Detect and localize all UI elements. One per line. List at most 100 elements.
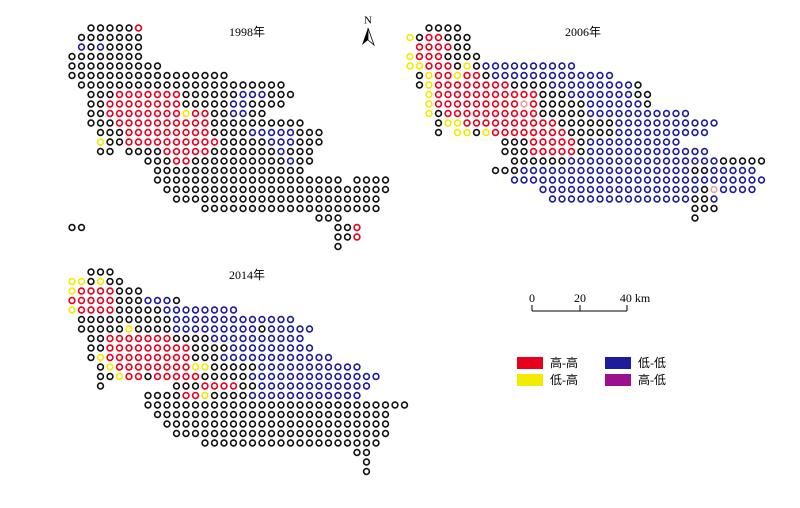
grid-cell <box>353 372 361 381</box>
grid-cell <box>248 185 257 194</box>
grid-cell <box>144 401 152 409</box>
grid-cell <box>558 128 566 137</box>
grid-cell <box>277 166 285 175</box>
grid-cell <box>444 100 452 108</box>
grid-cell <box>134 325 143 333</box>
grid-cell <box>453 52 462 61</box>
grid-cell <box>691 195 699 203</box>
grid-cell <box>239 439 247 447</box>
grid-cell <box>239 315 247 324</box>
grid-cell <box>305 410 314 419</box>
grid-cell <box>229 344 238 352</box>
grid-cell <box>115 52 124 61</box>
grid-cell <box>643 128 652 137</box>
grid-cell <box>182 157 190 165</box>
grid-cell <box>258 90 266 99</box>
grid-cell <box>296 119 304 127</box>
grid-cell <box>520 90 528 99</box>
grid-cell <box>334 391 342 400</box>
grid-cell <box>343 382 352 390</box>
grid-cell <box>425 52 433 61</box>
grid-cell <box>191 391 200 400</box>
grid-cell <box>239 353 247 362</box>
grid-cell <box>653 185 661 194</box>
grid-cell <box>163 353 171 362</box>
grid-cell <box>191 176 200 184</box>
grid-cell <box>163 296 171 305</box>
grid-cell <box>144 119 152 127</box>
grid-cell <box>324 195 333 203</box>
grid-cell <box>334 401 342 409</box>
grid-cell <box>615 109 623 118</box>
grid-cell <box>239 176 247 184</box>
grid-cell <box>68 296 76 305</box>
grid-cell <box>757 157 766 165</box>
grid-cell <box>68 62 76 70</box>
grid-cell <box>615 185 623 194</box>
grid-cell <box>210 90 219 99</box>
grid-cell <box>220 420 228 428</box>
grid-cell <box>210 109 219 118</box>
grid-cell <box>220 391 228 400</box>
grid-cell <box>87 268 95 276</box>
grid-cell <box>539 147 547 156</box>
panel-title: 1998年 <box>229 25 265 39</box>
grid-cell <box>662 166 671 175</box>
grid-cell <box>681 157 690 165</box>
grid-cell <box>406 33 414 42</box>
grid-cell <box>296 363 304 371</box>
grid-cell <box>520 100 528 108</box>
grid-cell <box>96 71 105 80</box>
grid-cell <box>172 296 181 305</box>
grid-cell <box>172 81 181 89</box>
grid-cell <box>653 128 661 137</box>
grid-cell <box>567 147 576 156</box>
grid-cell <box>115 372 124 381</box>
grid-cell <box>482 119 490 127</box>
grid-cell <box>267 147 276 156</box>
grid-cell <box>172 138 181 146</box>
grid-cell <box>239 166 247 175</box>
grid-cell <box>201 204 209 213</box>
grid-cell <box>434 52 443 61</box>
grid-cell <box>334 363 342 371</box>
grid-cell <box>220 429 228 438</box>
grid-cell <box>719 176 728 184</box>
grid-cell <box>258 439 266 447</box>
grid-cell <box>353 420 361 428</box>
grid-cell <box>501 90 509 99</box>
grid-cell <box>267 401 276 409</box>
grid-cell <box>662 138 671 146</box>
grid-cell <box>653 109 661 118</box>
grid-cell <box>624 138 633 146</box>
grid-cell <box>539 90 547 99</box>
grid-cell <box>334 195 342 203</box>
grid-cell <box>229 391 238 400</box>
grid-cell <box>710 195 718 203</box>
grid-cell <box>586 90 595 99</box>
grid-cell <box>153 176 162 184</box>
grid-cell <box>286 166 295 175</box>
north-arrow: N <box>362 15 375 47</box>
grid-cell <box>144 62 152 70</box>
grid-cell <box>558 109 566 118</box>
grid-cell <box>201 138 209 146</box>
grid-cell <box>510 109 519 118</box>
grid-cell <box>172 100 181 108</box>
grid-cell <box>577 157 585 165</box>
grid-cell <box>163 306 171 314</box>
grid-cell <box>172 147 181 156</box>
grid-cell <box>182 195 190 203</box>
grid-cell <box>220 439 228 447</box>
grid-cell <box>229 147 238 156</box>
grid-cell <box>577 185 585 194</box>
grid-cell <box>277 119 285 127</box>
grid-cell <box>586 147 595 156</box>
grid-cell <box>334 233 342 241</box>
grid-cell <box>353 233 361 241</box>
grid-cell <box>343 391 352 400</box>
grid-cell <box>87 287 95 295</box>
grid-cell <box>558 147 566 156</box>
grid-cell <box>353 185 361 194</box>
grid-cell <box>463 119 471 127</box>
